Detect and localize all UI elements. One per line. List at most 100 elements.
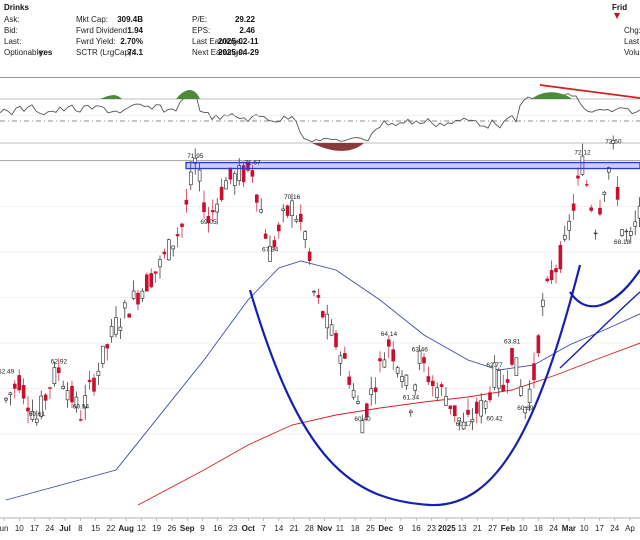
candle-body-down [536,335,541,354]
candle [417,345,422,371]
candle [364,402,369,421]
candle-body-up [540,299,545,307]
candle [149,268,153,289]
candle [197,162,202,192]
price-label: 63.46 [412,346,429,353]
candle [470,408,475,431]
candle-body-up [369,388,374,396]
x-tick-label: 25 [366,524,375,533]
resistance-band [185,161,640,170]
candle-body-up [109,326,114,338]
candle [162,248,167,259]
x-tick-label: 23 [427,524,436,533]
candle-body-up [527,388,532,403]
change-label: Chg: [624,26,640,35]
mkt-cap-label: Mkt Cap: [76,15,109,24]
candle-body-up [52,367,57,384]
candle-body-up [193,157,197,164]
candle [483,400,488,414]
candle-body-down [549,270,554,281]
price-label: 67.84 [262,247,279,254]
price-label: 68.18 [614,239,631,246]
candle-body-up [268,245,272,262]
candle-body-up [606,167,611,173]
candle-body-up [167,239,171,261]
sctr-label: SCTR (LrgCap): [76,48,134,57]
eps-label: EPS: [192,26,211,35]
candle [611,135,616,150]
candle [514,357,519,376]
x-tick-label: 22 [106,524,115,533]
candle-body-down [175,234,180,237]
candle [628,226,633,244]
candle-body-down [43,394,48,401]
candle [589,204,594,213]
candle-body-up [233,173,237,186]
price-label: 70.16 [284,194,301,201]
x-tick-label: 27 [488,524,497,533]
moving-averages [5,260,640,506]
candle-body-up [312,290,316,293]
down-arrow-icon [614,13,620,19]
candle-body-down [364,403,369,418]
candle [584,179,589,188]
candle-body-up [158,259,162,268]
pe-label: P/E: [192,15,208,24]
candle [342,346,347,359]
candle-body-up [483,400,488,409]
candle [180,222,184,238]
candle-body-up [34,418,39,423]
candle-body-up [215,203,219,213]
candle-body-down [127,313,131,318]
price-label: 69.05 [200,219,217,226]
candle-body-down [334,332,338,348]
candle-body-down [316,295,321,298]
candle-body-up [395,367,400,374]
candle-body-down [558,244,563,270]
candle-body-up [237,165,241,181]
candle-body-up [628,231,633,236]
price-label: 71.95 [187,153,204,160]
candle [452,405,457,422]
candle-body-down [105,344,109,349]
candle-body-down [87,379,92,383]
candle [224,176,228,190]
candle [48,386,52,400]
candle [351,383,356,400]
candle-body-up [131,290,136,299]
candle-body-up [360,420,365,434]
candle [184,188,189,213]
candle-body-up [8,392,13,395]
candle [219,178,224,202]
candle-body-up [461,421,466,430]
candle-body-down [584,184,589,186]
candle-body-up [413,384,418,391]
candle-body-down [263,233,268,239]
price-labels: 62.49 62.92 60.61 60.94 71.95 69.05 71.67 70.16… [0,138,631,428]
candle [501,374,506,393]
x-tick-label: Ap [625,524,635,533]
price-label: 71.67 [244,160,261,167]
candle-body-down [276,224,281,232]
candle-body-down [571,203,576,211]
last-earnings-label: Last Earnings: [192,37,244,46]
x-tick-label: Jul [59,524,71,533]
candle [87,370,92,390]
candle [408,409,413,417]
candle-body-down [307,251,312,261]
candle-body-down [250,170,255,177]
candle [316,288,321,305]
candle [510,347,514,367]
x-tick-label: 23 [229,524,238,533]
candle-body-up [514,357,519,376]
candle-body-up [523,407,528,414]
candle [624,228,629,242]
candle [294,215,299,224]
x-tick-label: Aug [118,524,134,533]
candle [74,391,79,413]
candle [338,351,343,376]
candle-body-up [303,231,308,240]
candle [298,204,303,231]
candle [52,361,57,387]
candle-body-down [378,358,382,362]
